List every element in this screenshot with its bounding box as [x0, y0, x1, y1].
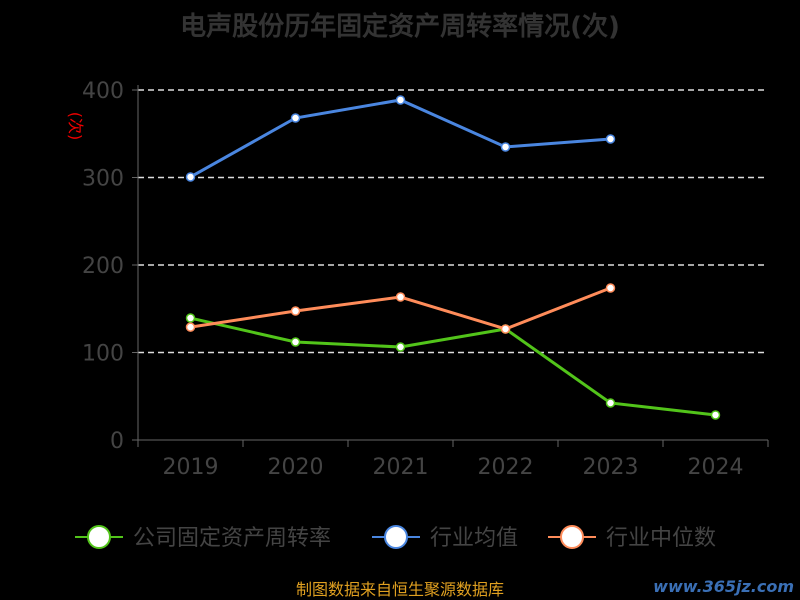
y-tick-label: 0: [110, 429, 124, 454]
y-tick-label: 300: [82, 167, 124, 192]
data-point: [605, 134, 616, 144]
legend-label: 公司固定资产周转率: [133, 526, 331, 551]
legend-label: 行业中位数: [606, 526, 716, 551]
legend-marker: [384, 525, 408, 549]
data-point: [290, 113, 301, 123]
x-tick-label: 2023: [583, 455, 639, 480]
data-point: [290, 306, 301, 316]
chart-title: 电声股份历年固定资产周转率情况(次): [180, 12, 620, 42]
data-point: [395, 95, 406, 105]
data-point: [185, 172, 196, 182]
y-tick-label: 400: [82, 79, 124, 104]
data-point: [185, 313, 196, 323]
y-tick-label: 100: [82, 342, 124, 367]
x-tick-label: 2019: [163, 455, 219, 480]
x-tick-label: 2021: [373, 455, 429, 480]
x-tick-label: 2022: [478, 455, 534, 480]
data-point: [500, 142, 511, 152]
data-source: 制图数据来自恒生聚源数据库: [295, 580, 504, 599]
watermark: www.365jz.com: [653, 577, 794, 596]
series-line: [189, 98, 611, 179]
data-point: [290, 337, 301, 347]
data-point: [605, 398, 616, 408]
legend-marker: [87, 525, 111, 549]
series-line: [190, 316, 716, 417]
data-point: [185, 322, 196, 332]
x-tick-label: 2024: [688, 455, 744, 480]
data-point: [710, 410, 721, 420]
legend-label: 行业均值: [430, 526, 518, 551]
y-axis-label: (次): [66, 112, 85, 141]
legend-marker: [560, 525, 584, 549]
data-point: [395, 342, 406, 352]
x-tick-label: 2020: [268, 455, 324, 480]
data-point: [395, 292, 406, 302]
data-point: [500, 324, 511, 334]
data-point: [605, 283, 616, 293]
y-tick-label: 200: [82, 254, 124, 279]
